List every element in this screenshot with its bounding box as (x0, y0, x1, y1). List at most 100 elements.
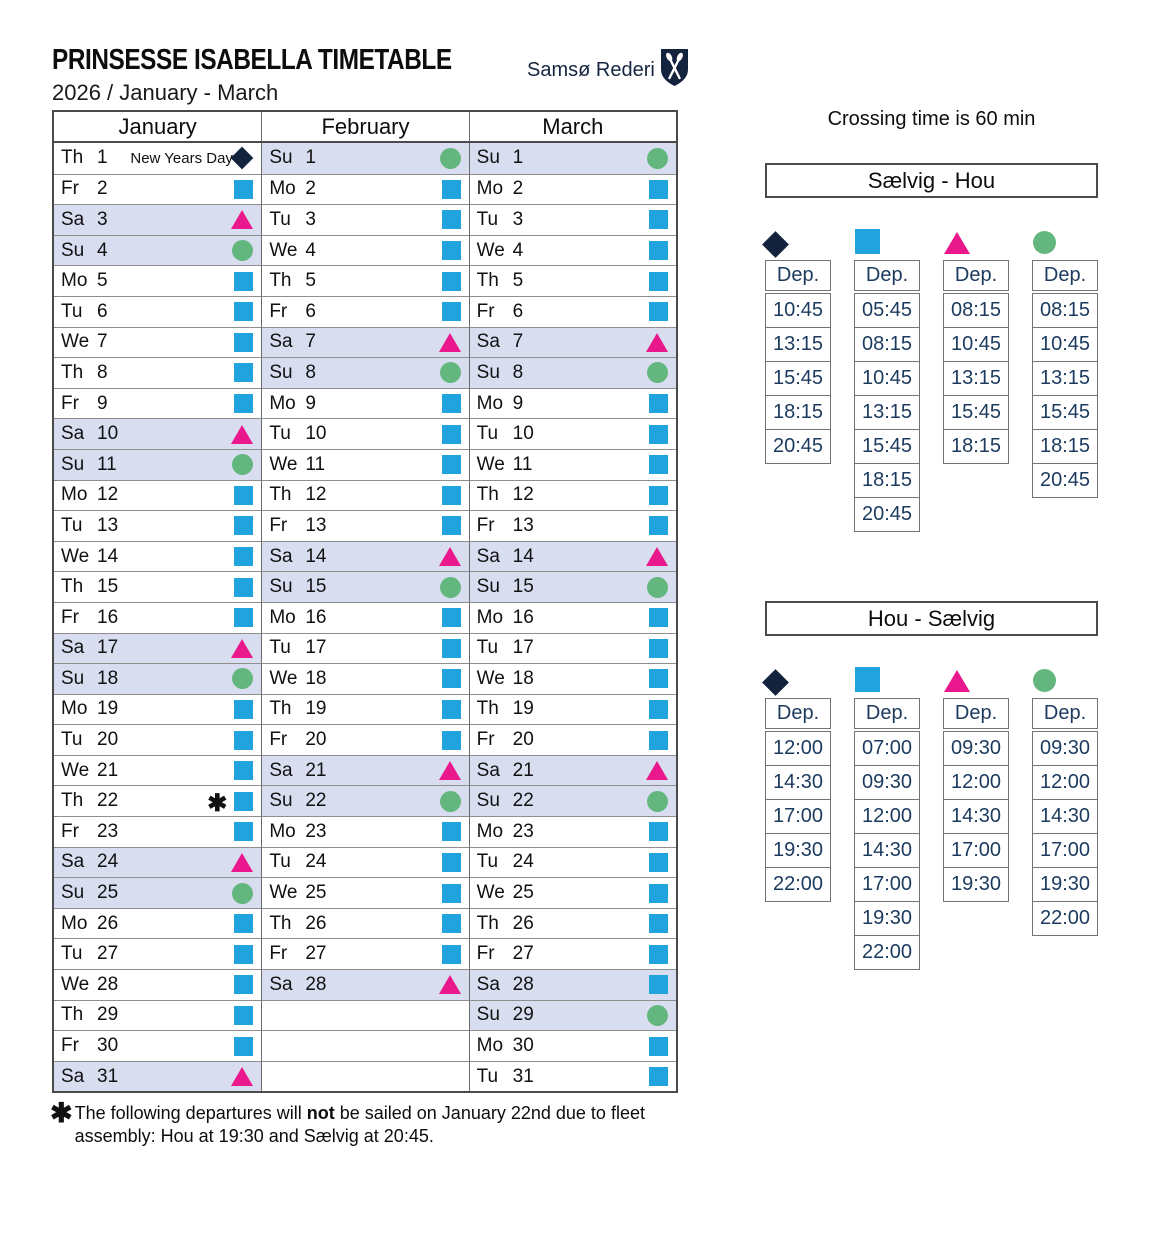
day-abbrev: Mo (476, 606, 504, 628)
triangle-legend (943, 227, 1009, 254)
logo-text: Samsø Rederi (527, 58, 655, 81)
day-abbrev: We (476, 239, 505, 261)
day-number: 25 (305, 882, 327, 904)
triangle-icon (438, 975, 461, 995)
day-abbrev: Su (269, 361, 293, 383)
day-abbrev: Fr (61, 820, 79, 842)
departure-time: 08:15 (943, 293, 1009, 328)
departure-time: 15:45 (854, 429, 920, 464)
calendar-day-cell: Su 22 (468, 785, 676, 817)
triangle-icon (231, 852, 254, 872)
calendar-day-cell: Tu 27 (54, 938, 262, 970)
day-number: 9 (97, 392, 108, 414)
day-abbrev: Su (476, 576, 500, 598)
departure-time: 09:30 (1032, 731, 1098, 766)
departure-column-header: Dep. (854, 698, 920, 729)
day-abbrev: Th (61, 576, 84, 598)
day-note: New Years Day (130, 149, 233, 167)
departure-column-circle: Dep. 09:30 12:00 14:30 17:00 19:30 22:00 (1032, 665, 1098, 970)
schedule-section: Hou - Sælvig Dep. 12:00 14:30 17:00 19:30 22:… (762, 601, 1098, 970)
day-number: 16 (512, 606, 534, 628)
day-number: 25 (97, 882, 119, 904)
diamond-icon (762, 231, 789, 258)
calendar-day-cell: Fr 27 (261, 938, 469, 970)
square-icon (234, 302, 254, 322)
day-abbrev: Mo (61, 270, 88, 292)
day-abbrev: Th (476, 270, 499, 292)
day-abbrev: We (61, 973, 90, 995)
day-number: 11 (512, 453, 533, 475)
calendar-day-cell: Mo 2 (261, 173, 469, 205)
day-number: 24 (97, 851, 119, 873)
day-number: 12 (305, 484, 327, 506)
square-icon (648, 699, 668, 719)
square-icon (648, 975, 668, 995)
circle-icon (439, 576, 461, 598)
day-number: 15 (512, 576, 534, 598)
departure-column-triangle: Dep. 08:15 10:45 13:15 15:45 18:15 (943, 227, 1009, 532)
day-abbrev: Fr (61, 606, 79, 628)
day-number: 20 (97, 729, 119, 751)
square-icon (648, 424, 668, 444)
day-number: 27 (512, 943, 534, 965)
day-abbrev: Fr (269, 943, 288, 965)
calendar-day-cell: Sa 21 (261, 754, 469, 786)
day-abbrev: Mo (61, 698, 88, 720)
day-number: 19 (512, 698, 534, 720)
day-abbrev: Th (269, 270, 292, 292)
departure-time: 15:45 (943, 395, 1009, 430)
departure-column-circle: Dep. 08:15 10:45 13:15 15:45 18:15 20:45 (1032, 227, 1098, 532)
circle-icon (1033, 669, 1056, 692)
square-icon (441, 944, 461, 964)
departure-time: 18:15 (765, 395, 831, 430)
day-number: 3 (305, 208, 316, 230)
triangle-icon (645, 332, 668, 352)
day-number: 31 (512, 1065, 534, 1087)
page-subtitle: 2026 / January - March (52, 80, 279, 105)
day-number: 4 (97, 239, 108, 261)
day-abbrev: Su (269, 576, 293, 598)
page-title: PRINSESSE ISABELLA TIMETABLE (52, 44, 452, 76)
departure-column-diamond: Dep. 10:45 13:15 15:45 18:15 20:45 (762, 227, 831, 532)
calendar-day-cell (261, 1030, 469, 1061)
day-abbrev: Th (476, 484, 499, 506)
square-icon (234, 761, 254, 781)
day-number: 29 (512, 1004, 534, 1026)
day-number: 23 (305, 820, 327, 842)
square-legend (854, 665, 920, 692)
day-number: 28 (512, 973, 534, 995)
circle-icon (646, 576, 668, 598)
asterisk-icon: ✱ (50, 1098, 73, 1128)
day-abbrev: Tu (476, 851, 499, 873)
calendar-day-cell: We 11 (261, 448, 469, 480)
day-number: 24 (512, 851, 534, 873)
day-abbrev: We (61, 545, 90, 567)
square-icon (441, 699, 461, 719)
square-icon (441, 638, 461, 658)
triangle-icon (645, 761, 668, 781)
triangle-icon (944, 670, 970, 692)
calendar-day-cell: Mo 23 (261, 816, 469, 847)
square-icon (234, 1036, 254, 1056)
month-header-march: March (468, 112, 676, 141)
day-number: 7 (305, 331, 316, 353)
departure-time: 19:30 (765, 833, 831, 868)
month-header-january: January (118, 113, 197, 139)
calendar-day-cell: Su 8 (468, 357, 676, 388)
square-icon (234, 1005, 254, 1025)
schedule-columns: Dep. 10:45 13:15 15:45 18:15 20:45 Dep. 05:45 08… (762, 227, 1098, 532)
day-number: 21 (97, 759, 119, 781)
day-number: 2 (97, 178, 108, 200)
triangle-icon (231, 424, 254, 444)
square-icon (855, 667, 880, 692)
day-abbrev: Mo (269, 178, 296, 200)
calendar-day-cell: Mo 16 (468, 601, 676, 633)
day-abbrev: Su (476, 1004, 500, 1026)
departure-time: 13:15 (765, 327, 831, 362)
calendar-day-cell: Th 22 ✱ (54, 785, 262, 817)
day-abbrev: Tu (269, 851, 291, 873)
day-number: 13 (305, 514, 327, 536)
day-number: 22 (512, 790, 534, 812)
day-number: 19 (97, 698, 119, 720)
departure-time: 19:30 (1032, 867, 1098, 902)
